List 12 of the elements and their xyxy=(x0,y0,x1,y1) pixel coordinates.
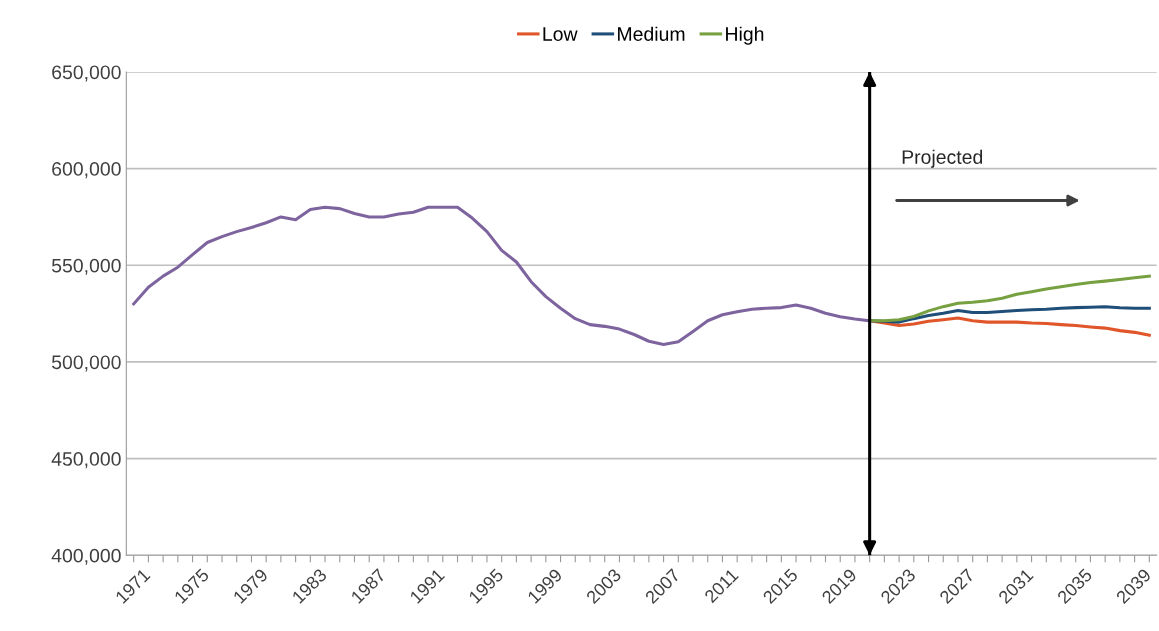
y-tick-label: 550,000 xyxy=(51,258,121,275)
line-series xyxy=(868,274,1151,323)
y-tick-label: 400,000 xyxy=(51,548,121,565)
legend-label: Low xyxy=(543,27,578,41)
annotation: Projected xyxy=(902,149,983,168)
legend-label: Medium xyxy=(618,26,685,41)
y-tick-label: 500,000 xyxy=(51,355,121,372)
line-series xyxy=(868,316,1151,337)
y-tick-label: 600,000 xyxy=(52,162,121,179)
y-tick-label: 650,000 xyxy=(52,65,121,82)
y-tick-label: 450,000 xyxy=(51,452,121,469)
legend-label: High xyxy=(726,26,764,45)
